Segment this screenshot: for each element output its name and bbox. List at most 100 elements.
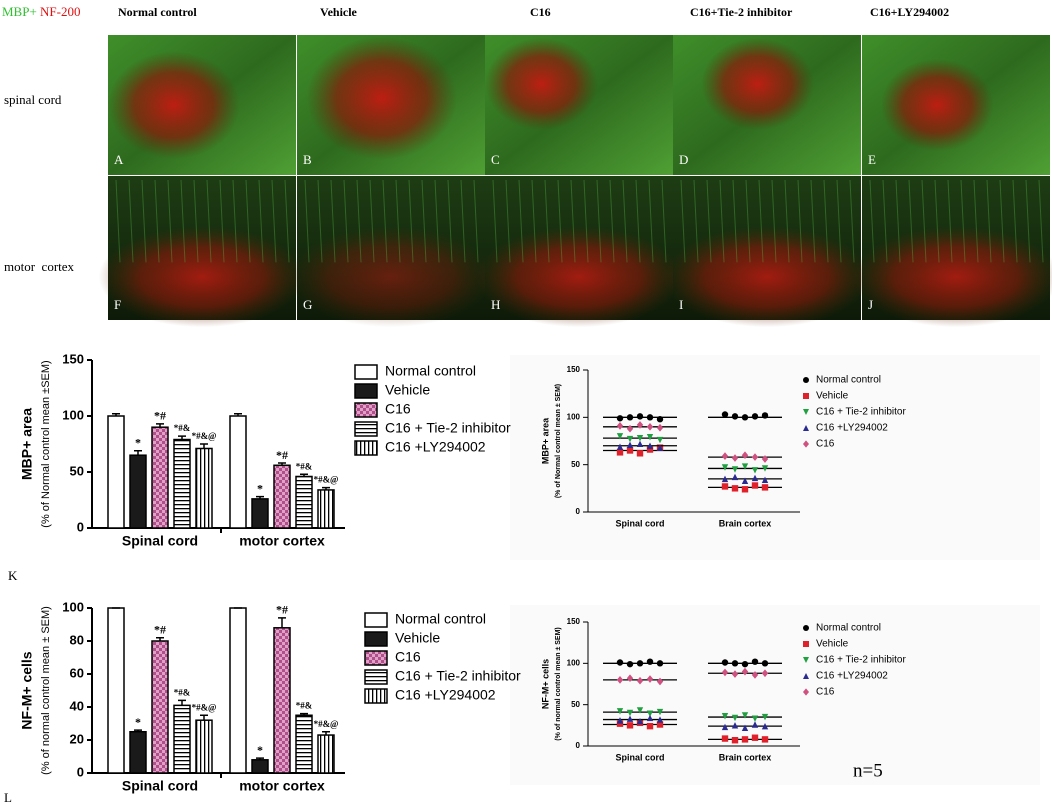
significance-label: *#& xyxy=(296,701,313,711)
row-label: motor cortex xyxy=(4,259,75,274)
marker xyxy=(656,716,664,723)
bar xyxy=(107,415,125,529)
micrograph-stain xyxy=(663,226,871,328)
micrograph-fiber xyxy=(869,179,875,263)
panel-letter: F xyxy=(114,297,121,312)
legend-label: C16 + Tie-2 inhibitor xyxy=(816,655,906,666)
micrograph-stain xyxy=(485,37,598,131)
significance-label: *#&@ xyxy=(192,431,217,441)
marker xyxy=(636,421,644,429)
legend-swatch xyxy=(354,383,378,399)
marker xyxy=(721,483,729,490)
x-tick-label: Brain cortex xyxy=(719,752,772,762)
micrograph-fiber xyxy=(960,179,966,263)
micrograph-fiber xyxy=(583,179,589,263)
legend-swatch xyxy=(364,669,388,685)
micrograph-fiber xyxy=(544,179,550,263)
bar xyxy=(129,454,147,529)
marker xyxy=(656,677,664,686)
marker xyxy=(751,715,759,722)
micrograph-fiber xyxy=(304,179,310,263)
panel-letter: E xyxy=(868,152,876,167)
micrograph-fiber xyxy=(128,179,134,263)
legend-marker xyxy=(803,425,809,431)
y-tick-label: 150 xyxy=(567,617,581,626)
marker xyxy=(721,735,729,742)
micrograph-fiber xyxy=(408,179,414,263)
marker xyxy=(731,737,739,744)
error-bar xyxy=(278,462,286,466)
marker xyxy=(761,736,769,743)
significance-label: * xyxy=(135,435,141,449)
legend-swatch xyxy=(354,440,378,456)
y-tick-label: 50 xyxy=(571,460,580,469)
y-tick-label: 0 xyxy=(576,507,581,516)
marker xyxy=(721,659,729,666)
marker xyxy=(626,435,634,443)
panel-letter: G xyxy=(303,297,312,312)
micrograph-fiber xyxy=(947,179,953,263)
marker xyxy=(731,466,739,473)
y-tick-label: 100 xyxy=(62,407,84,422)
marker xyxy=(751,413,759,420)
significance-label: * xyxy=(135,715,141,729)
marker xyxy=(616,717,624,724)
significance-label: *#&@ xyxy=(314,719,339,729)
x-tick-label: Spinal cord xyxy=(615,752,664,762)
marker xyxy=(656,436,664,444)
y-axis-note: (% of normal control mean ± SEM) xyxy=(555,627,562,741)
legend-label: Normal control xyxy=(816,375,881,386)
significance-label: *#&@ xyxy=(314,475,339,485)
marker xyxy=(646,446,654,453)
error-bar xyxy=(134,449,142,456)
micrograph-fiber xyxy=(999,179,1005,263)
marker xyxy=(616,659,624,666)
marker xyxy=(616,720,624,727)
marker xyxy=(616,433,624,440)
legend-label: C16 + Tie-2 inhibitor xyxy=(385,420,511,436)
marker xyxy=(656,660,664,667)
y-tick-label: 0 xyxy=(576,741,581,750)
significance-label: *#&@ xyxy=(192,702,217,712)
micrograph-fiber xyxy=(895,179,901,263)
y-tick-label: 0 xyxy=(77,519,84,534)
micrograph-fiber xyxy=(596,179,602,263)
marker xyxy=(751,658,759,665)
marker xyxy=(616,676,624,684)
y-tick-label: 40 xyxy=(70,698,84,713)
error-bar xyxy=(256,757,264,760)
micrograph-stain xyxy=(98,226,306,328)
marker xyxy=(626,715,634,722)
bar xyxy=(229,415,247,529)
legend-swatch xyxy=(354,364,378,380)
legend-swatch xyxy=(364,650,388,666)
legend-marker xyxy=(803,673,809,679)
legend-label: C16 xyxy=(395,649,421,665)
legend-label: Normal control xyxy=(816,623,881,634)
significance-label: *# xyxy=(276,448,288,462)
marker xyxy=(636,440,644,448)
micrograph-fiber xyxy=(531,179,537,263)
marker xyxy=(761,669,769,678)
stain-label: MBP+ xyxy=(2,4,37,19)
marker xyxy=(636,434,644,442)
marker xyxy=(636,676,644,685)
micrograph-stain xyxy=(880,58,994,152)
bar xyxy=(151,640,169,774)
micrograph-stain xyxy=(475,226,683,328)
column-header: Vehicle xyxy=(320,5,358,19)
micrograph-fiber xyxy=(492,179,498,263)
micrograph-fiber xyxy=(557,179,563,263)
marker xyxy=(751,453,759,461)
marker xyxy=(646,710,654,717)
micrograph-fiber xyxy=(505,179,511,263)
legend-label: C16 xyxy=(816,439,835,450)
micrograph-fiber xyxy=(330,179,336,263)
y-axis-note: (% of normal control mean ± SEM) xyxy=(40,606,52,775)
bar xyxy=(107,607,125,774)
micrograph-stain xyxy=(306,36,457,160)
marker xyxy=(731,485,739,492)
micrograph-fiber xyxy=(1012,179,1018,263)
micrograph-fiber xyxy=(434,179,440,263)
